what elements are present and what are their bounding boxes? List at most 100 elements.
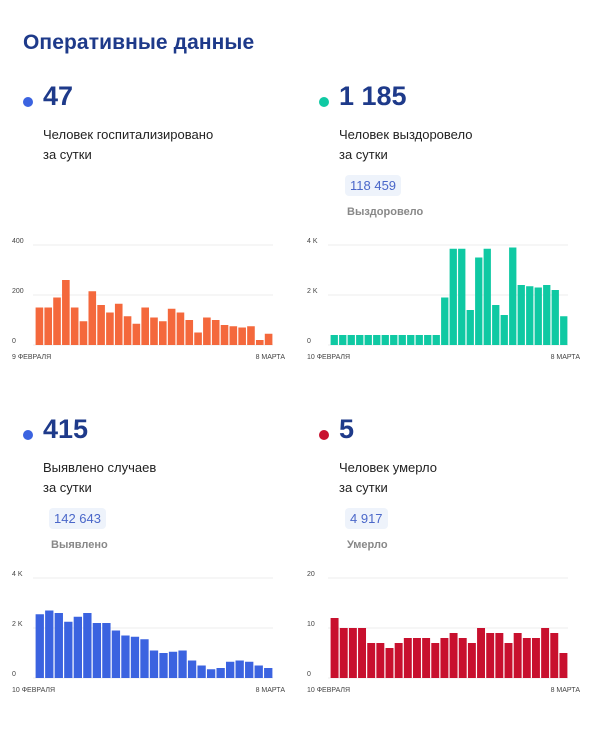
recovered-y-tick-label: 0 bbox=[307, 338, 311, 345]
recovered-y-tick-label: 2 K bbox=[307, 288, 318, 295]
cases-desc-line2: за сутки bbox=[43, 480, 92, 495]
cases-value: 415 bbox=[43, 414, 89, 444]
deaths-total-label: Умерло bbox=[347, 539, 388, 551]
cases-bar bbox=[54, 613, 63, 678]
recovered-desc-line1: Человек выздоровело bbox=[339, 127, 473, 142]
cases-total: 142 643 bbox=[49, 508, 106, 529]
recovered-bar bbox=[381, 335, 389, 345]
recovered-y-tick-label: 4 K bbox=[307, 238, 318, 245]
recovered-bar bbox=[424, 335, 432, 345]
deaths-bar bbox=[486, 633, 495, 678]
cases-bar bbox=[111, 630, 121, 678]
hospitalized-bar bbox=[255, 340, 264, 345]
deaths-dot bbox=[319, 430, 329, 440]
hospitalized-bar bbox=[238, 327, 246, 345]
recovered-value: 1 185 bbox=[339, 81, 407, 111]
cases-bar bbox=[206, 669, 216, 678]
recovered-bar bbox=[330, 335, 338, 345]
deaths-y-tick-label: 10 bbox=[307, 621, 315, 628]
hospitalized-bar bbox=[70, 307, 79, 345]
cases-panel: 415 Выявлено случаев за сутки 142 643 Вы… bbox=[23, 414, 313, 740]
deaths-panel: 5 Человек умерло за сутки 4 917 Умерло bbox=[319, 414, 605, 740]
hospitalized-panel: 47 Человек госпитализировано за сутки bbox=[23, 81, 313, 407]
recovered-x-start-label: 10 ФЕВРАЛЯ bbox=[307, 354, 350, 361]
hospitalized-dot bbox=[23, 97, 33, 107]
cases-bar bbox=[121, 635, 130, 678]
recovered-bar bbox=[500, 315, 508, 345]
cases-bar bbox=[187, 660, 197, 678]
hospitalized-bar bbox=[106, 312, 114, 345]
hospitalized-bar bbox=[167, 308, 176, 345]
cases-bar bbox=[168, 651, 178, 678]
recovered-bar bbox=[534, 287, 542, 345]
recovered-bar bbox=[526, 286, 534, 345]
cases-dot bbox=[23, 430, 33, 440]
recovered-bar bbox=[373, 335, 381, 345]
deaths-bar bbox=[376, 643, 385, 678]
deaths-desc-line1: Человек умерло bbox=[339, 460, 437, 475]
deaths-bar bbox=[394, 643, 403, 678]
hospitalized-bar bbox=[97, 305, 105, 345]
hospitalized-bar bbox=[150, 317, 158, 345]
hospitalized-bar bbox=[123, 316, 132, 345]
hospitalized-bar bbox=[141, 307, 149, 345]
cases-bar bbox=[130, 636, 140, 678]
recovered-bar bbox=[339, 335, 347, 345]
deaths-bar bbox=[412, 638, 421, 678]
cases-bar bbox=[254, 665, 263, 678]
hospitalized-desc-line2: за сутки bbox=[43, 147, 92, 162]
hospitalized-x-end-label: 8 МАРТА bbox=[256, 354, 286, 361]
recovered-x-end-label: 8 МАРТА bbox=[551, 354, 581, 361]
hospitalized-bar bbox=[220, 325, 229, 345]
hospitalized-y-tick-label: 400 bbox=[12, 238, 24, 245]
recovered-total-label: Выздоровело bbox=[347, 206, 424, 218]
hospitalized-bar bbox=[211, 320, 220, 345]
deaths-bar bbox=[339, 628, 348, 678]
cases-bar bbox=[264, 668, 273, 678]
recovered-bar bbox=[398, 335, 406, 345]
recovered-bar bbox=[347, 335, 355, 345]
recovered-dot bbox=[319, 97, 329, 107]
deaths-bar bbox=[403, 638, 412, 678]
cases-bar-chart: 0 2 K 4 K 10 ФЕВРАЛЯ 8 МАРТА bbox=[12, 571, 285, 694]
hospitalized-bar bbox=[114, 303, 123, 345]
deaths-x-end-label: 8 МАРТА bbox=[551, 687, 581, 694]
cases-y-tick-label: 0 bbox=[12, 671, 16, 678]
cases-bar bbox=[73, 616, 82, 678]
deaths-y-tick-label: 0 bbox=[307, 671, 311, 678]
recovered-bar bbox=[364, 335, 372, 345]
deaths-bar bbox=[358, 628, 367, 678]
deaths-total: 4 917 bbox=[345, 508, 388, 529]
deaths-bar-chart: 0 10 20 10 ФЕВРАЛЯ 8 МАРТА bbox=[307, 571, 581, 694]
hospitalized-bar bbox=[132, 323, 141, 345]
deaths-bar bbox=[348, 628, 357, 678]
cases-desc-line1: Выявлено случаев bbox=[43, 460, 157, 475]
recovered-bar bbox=[356, 335, 364, 345]
recovered-bar bbox=[415, 335, 423, 345]
cases-bar bbox=[102, 623, 111, 678]
recovered-bar bbox=[449, 248, 457, 345]
deaths-bar bbox=[531, 638, 540, 678]
cases-bar bbox=[226, 661, 235, 678]
hospitalized-bar bbox=[194, 332, 202, 345]
recovered-bar bbox=[509, 247, 517, 345]
cases-bar bbox=[178, 650, 187, 678]
recovered-bar bbox=[517, 285, 525, 345]
deaths-y-tick-label: 20 bbox=[307, 571, 315, 578]
cases-x-start-label: 10 ФЕВРАЛЯ bbox=[12, 687, 55, 694]
hospitalized-bar bbox=[203, 317, 211, 345]
hospitalized-y-tick-label: 0 bbox=[12, 338, 16, 345]
hospitalized-y-tick-label: 200 bbox=[12, 288, 24, 295]
deaths-bar bbox=[513, 633, 522, 678]
cases-bar bbox=[35, 614, 44, 678]
cases-bar bbox=[64, 621, 73, 678]
cases-description: Выявлено случаев за сутки bbox=[43, 458, 273, 498]
recovered-bar bbox=[475, 257, 483, 345]
cases-bar bbox=[140, 639, 149, 678]
deaths-bar bbox=[541, 628, 550, 678]
deaths-bar bbox=[495, 633, 504, 678]
hospitalized-desc-line1: Человек госпитализировано bbox=[43, 127, 214, 142]
hospitalized-bar bbox=[88, 291, 97, 345]
recovered-bar bbox=[407, 335, 415, 345]
deaths-bar bbox=[449, 633, 458, 678]
